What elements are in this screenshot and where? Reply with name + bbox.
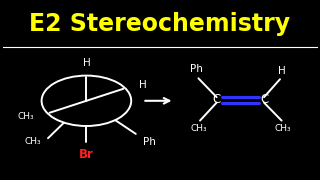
Text: CH₃: CH₃ — [190, 124, 207, 133]
Text: Ph: Ph — [143, 137, 156, 147]
Text: CH₃: CH₃ — [25, 137, 42, 146]
Text: E2 Stereochemistry: E2 Stereochemistry — [29, 12, 291, 36]
Text: H: H — [140, 80, 147, 90]
Text: H: H — [83, 58, 90, 68]
Text: Ph: Ph — [190, 64, 203, 74]
Text: H: H — [278, 66, 285, 76]
Text: Br: Br — [79, 148, 94, 161]
Text: CH₃: CH₃ — [275, 124, 292, 133]
Text: CH₃: CH₃ — [17, 112, 34, 121]
Text: C: C — [261, 93, 269, 106]
Text: C: C — [212, 93, 221, 106]
